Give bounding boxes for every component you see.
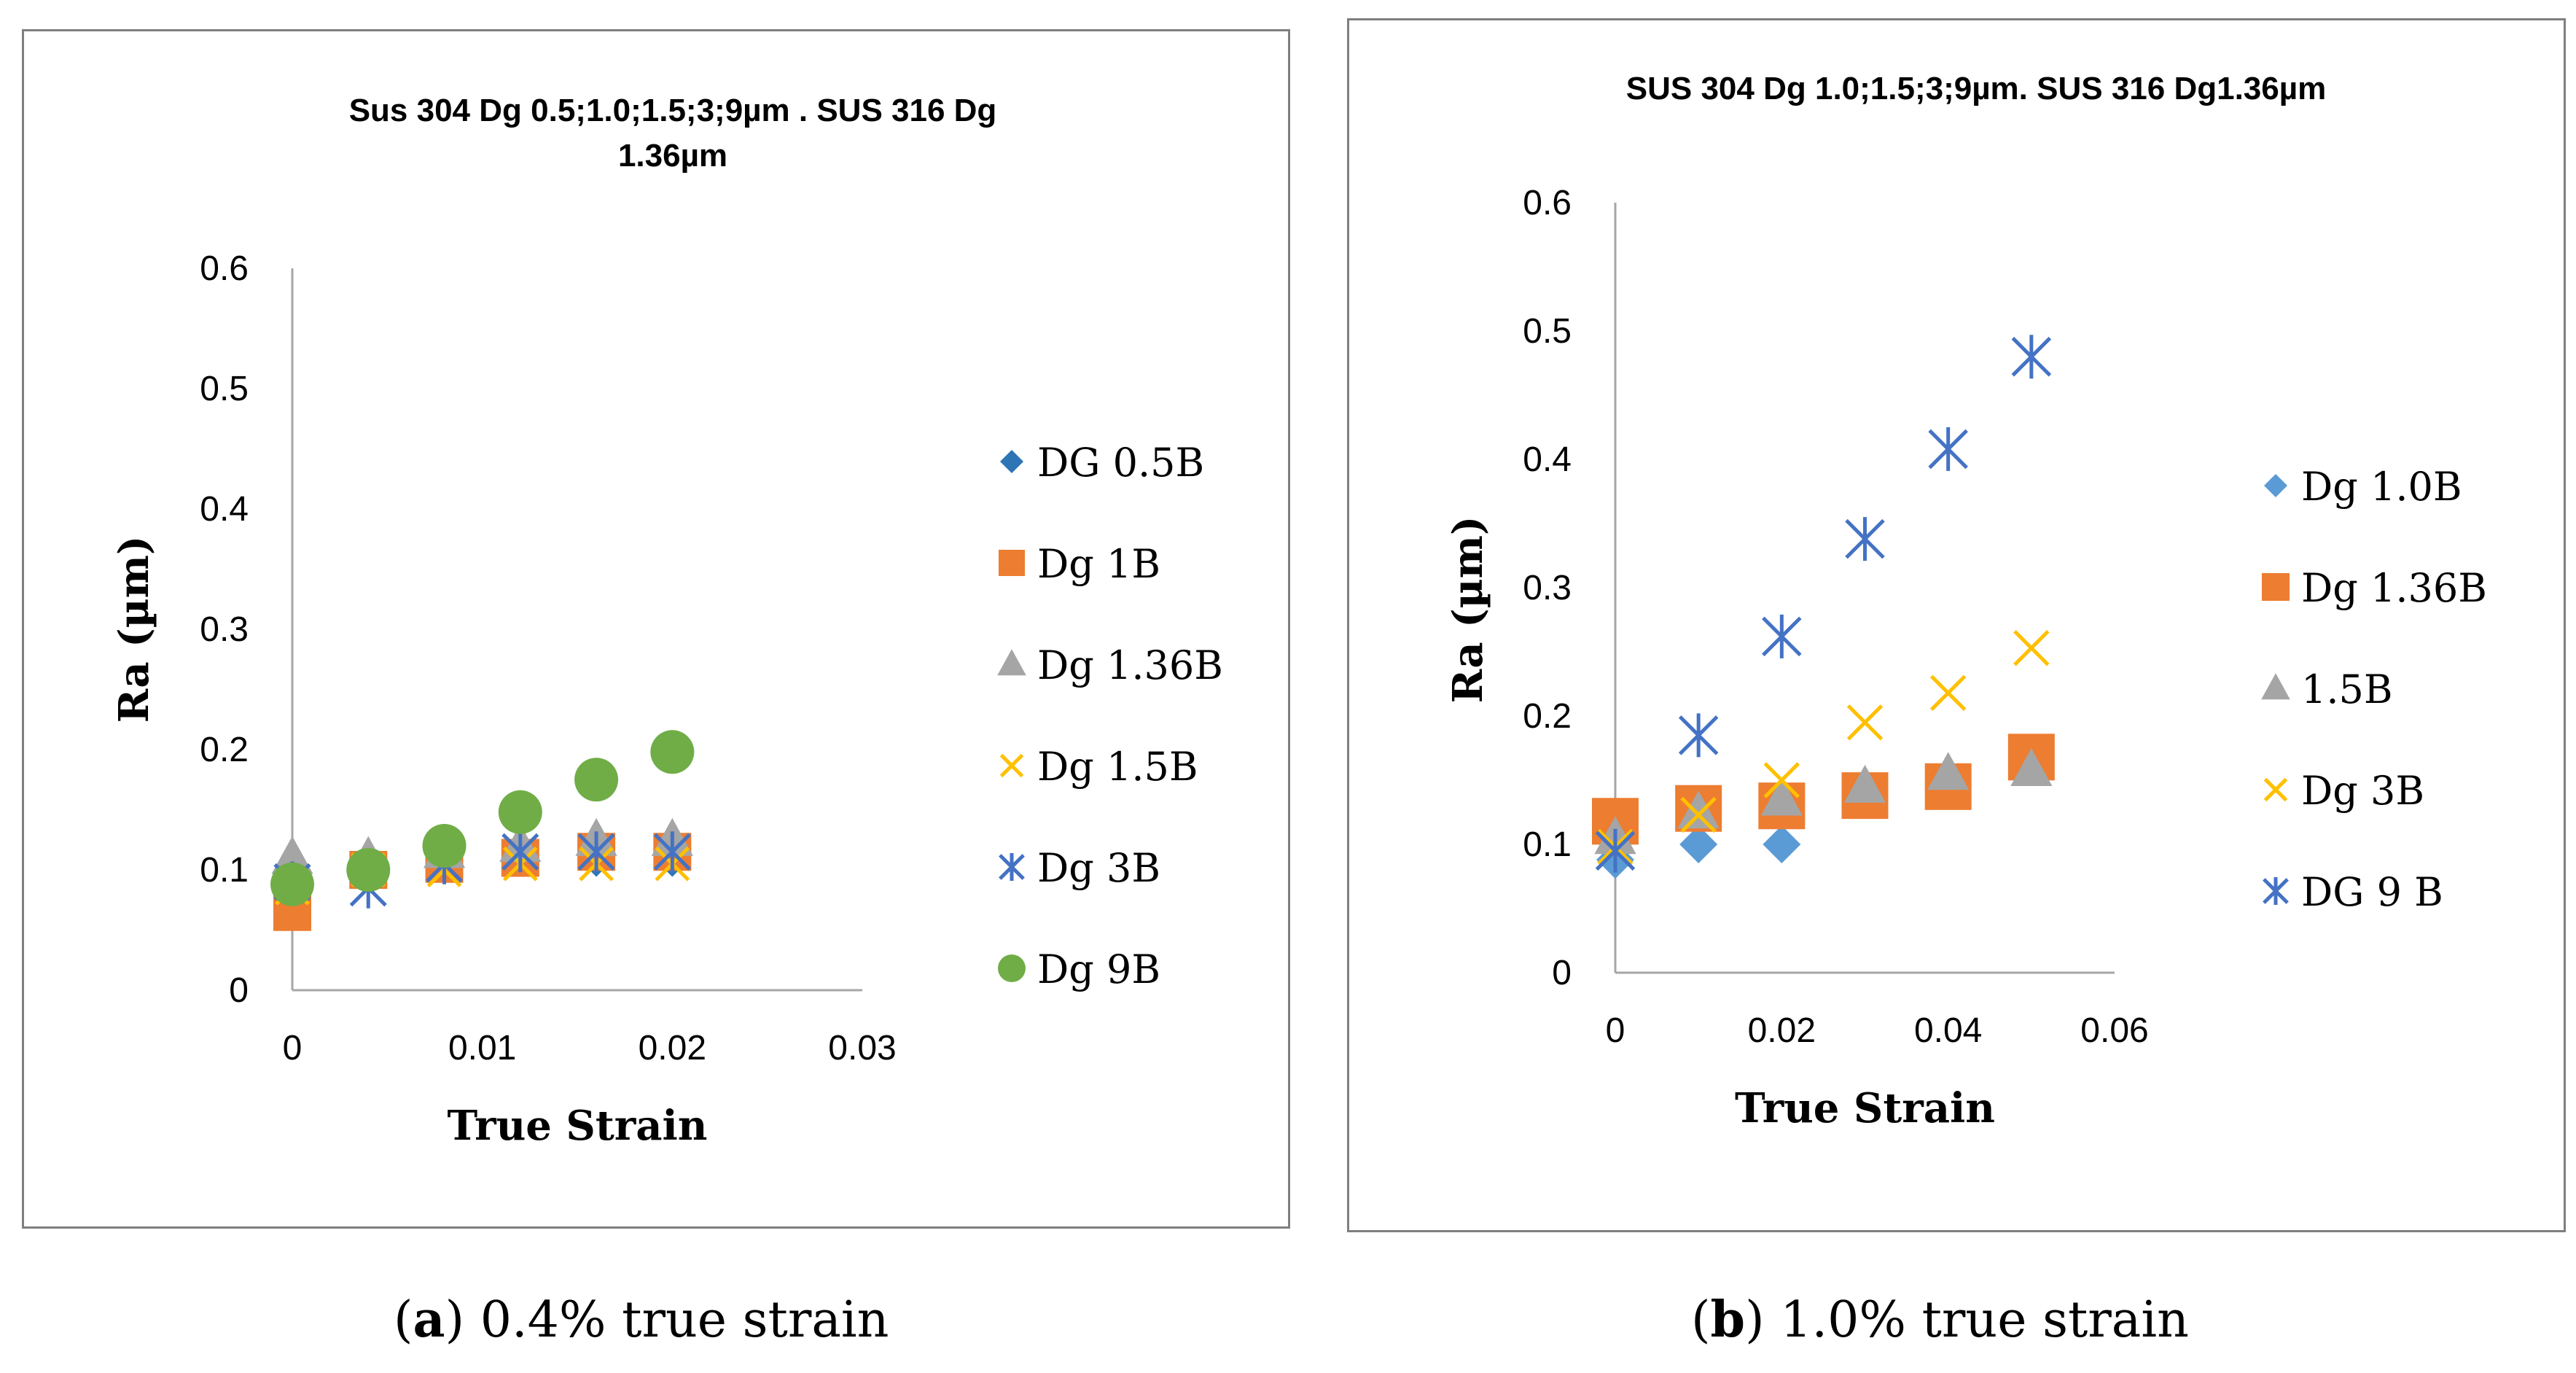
caption-b: (b) 1.0% true strain xyxy=(1691,1291,2189,1349)
chart-b-point-triangle xyxy=(1760,777,1803,816)
chart-b-y-tick-label: 0.2 xyxy=(1523,697,1572,736)
chart-a-point-asterisk xyxy=(501,831,539,873)
chart-panel-a: Sus 304 Dg 0.5;1.0;1.5;3;9µm . SUS 316 D… xyxy=(22,29,1290,1229)
chart-a-title-line-1: Sus 304 Dg 0.5;1.0;1.5;3;9µm . SUS 316 D… xyxy=(349,93,997,128)
chart-b-legend-label-4: Dg 3B xyxy=(2301,768,2424,814)
chart-b-x-tick-label: 0 xyxy=(1606,1011,1625,1050)
chart-b-point-asterisk xyxy=(1762,614,1802,658)
chart-b-y-tick-label: 0.5 xyxy=(1523,312,1572,351)
chart-b-point-asterisk xyxy=(1678,713,1719,758)
chart-a-y-axis-label: Ra (µm) xyxy=(110,536,158,723)
chart-a-point-circle xyxy=(498,790,542,834)
chart-b-legend-marker-3 xyxy=(2261,673,2290,700)
chart-a-legend-label-2: Dg 1B xyxy=(1037,541,1160,587)
caption-b-text: 1.0% true strain xyxy=(1764,1291,2189,1349)
chart-panel-b: SUS 304 Dg 1.0;1.5;3;9µm. SUS 316 Dg1.36… xyxy=(1347,18,2566,1232)
chart-b-point-triangle xyxy=(2010,748,2053,787)
chart-b-legend-marker-5 xyxy=(2263,877,2289,905)
chart-b-x-tick-label: 0.02 xyxy=(1748,1011,1816,1050)
chart-a-legend-marker-5 xyxy=(999,853,1025,881)
chart-b-x-axis-label: True Strain xyxy=(1735,1084,1995,1132)
chart-a-svg: Sus 304 Dg 0.5;1.0;1.5;3;9µm . SUS 316 D… xyxy=(110,93,1223,1150)
chart-b-point-x xyxy=(1929,674,1967,712)
chart-b-legend-label-3: 1.5B xyxy=(2301,666,2393,712)
chart-b-x-tick-label: 0.06 xyxy=(2080,1011,2148,1050)
caption-a: (a) 0.4% true strain xyxy=(394,1291,889,1349)
chart-b-point-x xyxy=(2013,630,2050,666)
chart-a-x-axis-label: True Strain xyxy=(447,1102,707,1150)
chart-b-y-tick-label: 0.3 xyxy=(1523,569,1572,607)
chart-a-point-triangle xyxy=(271,836,313,874)
chart-b-legend-marker-2 xyxy=(2262,573,2290,601)
chart-a-y-tick-label: 0.4 xyxy=(200,490,249,529)
chart-b-x-tick-label: 0.04 xyxy=(1914,1011,1982,1050)
chart-a-y-tick-label: 0 xyxy=(229,971,249,1010)
chart-a-y-tick-label: 0.6 xyxy=(200,249,249,288)
chart-b-point-x xyxy=(1846,704,1884,741)
chart-a-y-tick-label: 0.2 xyxy=(200,731,249,769)
caption-b-label: b xyxy=(1710,1291,1746,1349)
chart-a-legend-marker-2 xyxy=(999,550,1025,576)
chart-b-point-x xyxy=(1680,796,1717,833)
chart-a-point-asterisk xyxy=(653,831,691,873)
chart-a-legend-label-4: Dg 1.5B xyxy=(1037,744,1198,790)
chart-b-point-triangle xyxy=(1843,764,1886,803)
chart-a-point-circle xyxy=(574,758,619,802)
chart-b-legend-label-2: Dg 1.36B xyxy=(2301,565,2487,611)
chart-b-point-triangle xyxy=(1677,790,1720,829)
chart-a-point-asterisk xyxy=(577,831,615,873)
chart-b-legend-label-5: DG 9 B xyxy=(2301,869,2443,915)
chart-a-x-tick-label: 0.02 xyxy=(639,1029,706,1067)
chart-a-y-tick-label: 0.3 xyxy=(200,610,249,649)
chart-b-y-tick-label: 0 xyxy=(1552,954,1572,992)
chart-a-legend-label-1: DG 0.5B xyxy=(1037,440,1204,486)
chart-a-data-points xyxy=(270,730,695,931)
chart-b-legend-label-1: Dg 1.0B xyxy=(2301,464,2462,510)
chart-a-legend-marker-3 xyxy=(997,649,1026,676)
chart-a-point-circle xyxy=(422,824,467,868)
chart-b-point-x xyxy=(1763,762,1800,798)
caption-a-text: 0.4% true strain xyxy=(464,1291,889,1349)
caption-a-label: a xyxy=(413,1291,445,1349)
chart-b-point-asterisk xyxy=(1845,517,1885,561)
chart-b-point-diamond xyxy=(1763,825,1801,863)
chart-b-title-line-1: SUS 304 Dg 1.0;1.5;3;9µm. SUS 316 Dg1.36… xyxy=(1626,71,2326,106)
chart-b-data-points xyxy=(1592,335,2055,879)
chart-b-y-tick-label: 0.1 xyxy=(1523,825,1572,864)
chart-a-legend-marker-1 xyxy=(1000,450,1023,473)
chart-b-y-tick-label: 0.6 xyxy=(1523,184,1572,222)
chart-a-x-tick-label: 0.01 xyxy=(448,1029,516,1067)
chart-a-point-circle xyxy=(346,848,391,892)
chart-a-x-tick-label: 0.03 xyxy=(828,1029,896,1067)
chart-b-point-diamond xyxy=(1679,825,1718,863)
chart-a-legend-marker-4 xyxy=(999,753,1024,778)
chart-b-point-triangle xyxy=(1927,752,1970,790)
chart-b-legend-marker-4 xyxy=(2263,777,2288,802)
chart-a-legend-label-5: Dg 3B xyxy=(1037,845,1160,891)
chart-a-legend-label-6: Dg 9B xyxy=(1037,946,1160,992)
chart-b-y-tick-label: 0.4 xyxy=(1523,440,1572,479)
chart-a-title-line-2: 1.36µm xyxy=(618,138,727,174)
chart-b-point-asterisk xyxy=(1928,427,1968,471)
chart-a-point-circle xyxy=(270,862,314,906)
chart-a-y-tick-label: 0.5 xyxy=(200,370,249,408)
chart-b-point-asterisk xyxy=(2011,335,2052,379)
chart-b-legend-marker-1 xyxy=(2264,474,2287,497)
chart-a-point-circle xyxy=(650,730,695,774)
chart-a-legend-label-3: Dg 1.36B xyxy=(1037,642,1223,688)
chart-b-point-asterisk xyxy=(1595,828,1636,873)
chart-b-svg: SUS 304 Dg 1.0;1.5;3;9µm. SUS 316 Dg1.36… xyxy=(1444,71,2487,1132)
chart-a-y-tick-label: 0.1 xyxy=(200,851,249,890)
chart-b-y-axis-label: Ra (µm) xyxy=(1444,516,1492,704)
chart-a-legend-marker-6 xyxy=(998,954,1026,982)
chart-a-x-tick-label: 0 xyxy=(283,1029,303,1067)
